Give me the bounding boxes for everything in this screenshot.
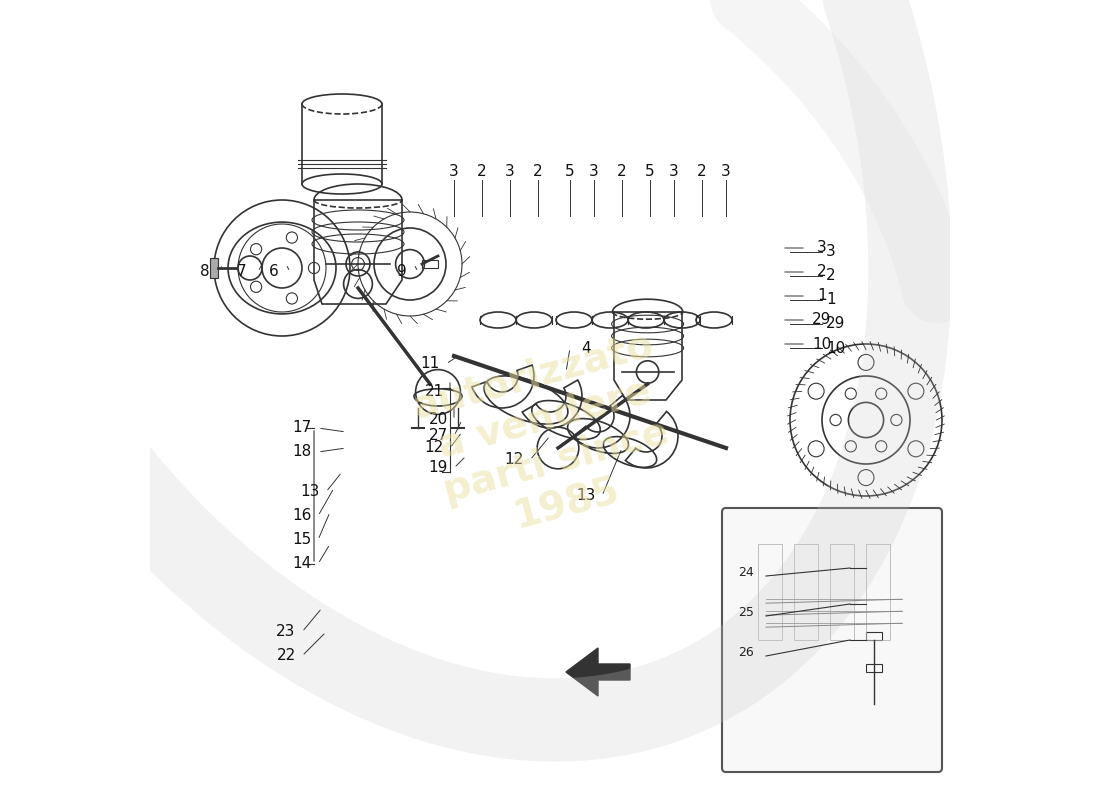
Text: 4: 4 <box>581 341 591 355</box>
Text: 16: 16 <box>293 509 311 523</box>
Text: 3: 3 <box>722 165 730 179</box>
Text: 10: 10 <box>826 341 845 355</box>
Text: 2: 2 <box>617 165 627 179</box>
Bar <box>866 544 890 640</box>
Text: 1: 1 <box>817 289 827 303</box>
FancyBboxPatch shape <box>722 508 942 772</box>
Text: 24: 24 <box>738 566 754 578</box>
Polygon shape <box>210 258 218 278</box>
Text: 13: 13 <box>576 489 596 503</box>
Text: 17: 17 <box>293 421 311 435</box>
Text: 2: 2 <box>697 165 707 179</box>
Text: 18: 18 <box>293 445 311 459</box>
Text: 11: 11 <box>420 357 440 371</box>
Text: 12: 12 <box>425 441 443 455</box>
Text: 26: 26 <box>738 646 754 658</box>
Bar <box>794 544 818 640</box>
Text: 2: 2 <box>534 165 542 179</box>
Text: 2: 2 <box>817 265 827 279</box>
Text: 2: 2 <box>826 269 836 283</box>
Text: 6: 6 <box>270 265 279 279</box>
Text: autorizzato
a vendere
parti since
1985: autorizzato a vendere parti since 1985 <box>408 326 692 554</box>
Text: 23: 23 <box>276 625 296 639</box>
Text: 29: 29 <box>826 317 846 331</box>
Text: 13: 13 <box>300 485 320 499</box>
Text: 10: 10 <box>813 337 832 351</box>
Text: 1: 1 <box>826 293 836 307</box>
Text: 2: 2 <box>477 165 487 179</box>
Text: 3: 3 <box>505 165 515 179</box>
Text: 5: 5 <box>565 165 575 179</box>
Text: 3: 3 <box>817 241 827 255</box>
Text: 14: 14 <box>293 557 311 571</box>
Text: 27: 27 <box>428 429 448 443</box>
Bar <box>830 544 854 640</box>
Text: 22: 22 <box>276 649 296 663</box>
Text: 9: 9 <box>397 265 407 279</box>
Text: 3: 3 <box>590 165 598 179</box>
Bar <box>758 544 782 640</box>
Text: 8: 8 <box>199 265 209 279</box>
Text: 20: 20 <box>428 413 448 427</box>
Text: 19: 19 <box>428 461 448 475</box>
Text: 3: 3 <box>669 165 679 179</box>
Text: 29: 29 <box>812 313 832 327</box>
Text: 25: 25 <box>738 606 754 618</box>
Text: 3: 3 <box>826 245 836 259</box>
Polygon shape <box>566 648 630 696</box>
Text: 21: 21 <box>425 385 443 399</box>
Text: 15: 15 <box>293 533 311 547</box>
Text: 3: 3 <box>449 165 459 179</box>
Text: 12: 12 <box>505 453 524 467</box>
Text: 5: 5 <box>646 165 654 179</box>
Text: 7: 7 <box>238 265 246 279</box>
